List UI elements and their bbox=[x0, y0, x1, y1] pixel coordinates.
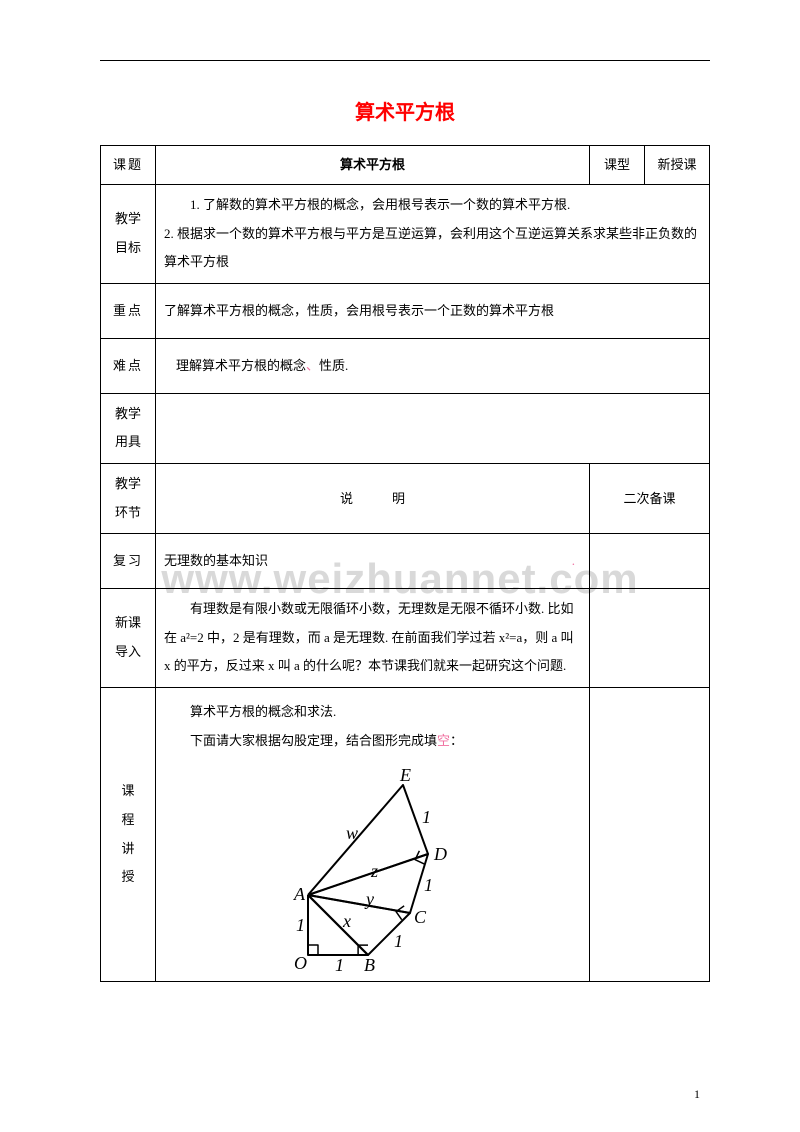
cell-explain-header: 说 明 bbox=[156, 463, 590, 533]
cell-lecture-label: 课 程 讲 授 bbox=[101, 687, 156, 981]
goal-line-2: 2. 根据求一个数的算术平方根与平方是互逆运算，会利用这个互逆运算关系求某些非正… bbox=[164, 220, 701, 277]
label-D: D bbox=[433, 844, 447, 864]
edge-OB-label: 1 bbox=[335, 955, 344, 975]
edge-z-label: z bbox=[370, 861, 378, 881]
table-row: 新课导入 有理数是有限小数或无限循环小数，无理数是无限不循环小数. 比如在 a²… bbox=[101, 589, 710, 688]
lecture-line-1: 算术平方根的概念和求法. bbox=[164, 698, 581, 727]
cell-topic-value: 算术平方根 bbox=[156, 146, 590, 185]
cell-goal-text: 1. 了解数的算术平方根的概念，会用根号表示一个数的算术平方根. 2. 根据求一… bbox=[156, 185, 710, 284]
table-row: 课题 算术平方根 课型 新授课 bbox=[101, 146, 710, 185]
table-row: 教学目标 1. 了解数的算术平方根的概念，会用根号表示一个数的算术平方根. 2.… bbox=[101, 185, 710, 284]
goal-line-1: 1. 了解数的算术平方根的概念，会用根号表示一个数的算术平方根. bbox=[164, 191, 701, 220]
cell-type-value: 新授课 bbox=[645, 146, 710, 185]
table-row: 复习 无理数的基本知识 . bbox=[101, 534, 710, 589]
edge-DE-label: 1 bbox=[422, 807, 431, 827]
cell-tools-label: 教学用具 bbox=[101, 393, 156, 463]
cell-intro-notes bbox=[590, 589, 710, 688]
cell-type-label: 课型 bbox=[590, 146, 645, 185]
table-row: 难点 理解算术平方根的概念、性质. bbox=[101, 338, 710, 393]
document-title: 算术平方根 bbox=[100, 96, 710, 125]
table-row: 教学环节 说 明 二次备课 bbox=[101, 463, 710, 533]
table-row: 教学用具 bbox=[101, 393, 710, 463]
cell-secondprep-header: 二次备课 bbox=[590, 463, 710, 533]
edge-OA-label: 1 bbox=[296, 915, 305, 935]
cell-review-text: 无理数的基本知识 . bbox=[156, 534, 590, 589]
cell-tools-text bbox=[156, 393, 710, 463]
label-E: E bbox=[399, 765, 411, 785]
edge-BC-label: 1 bbox=[394, 931, 403, 951]
cell-phase-label: 教学环节 bbox=[101, 463, 156, 533]
cell-lecture-content: 算术平方根的概念和求法. 下面请大家根据勾股定理，结合图形完成填空： bbox=[156, 687, 590, 981]
label-A: A bbox=[293, 884, 306, 904]
triangle-ADE bbox=[308, 785, 428, 895]
cell-goal-label: 教学目标 bbox=[101, 185, 156, 284]
separator-dot: 、 bbox=[306, 358, 319, 373]
edge-y-label: y bbox=[364, 889, 374, 909]
cell-keypoint-text: 了解算术平方根的概念，性质，会用根号表示一个正数的算术平方根 bbox=[156, 283, 710, 338]
cell-review-notes bbox=[590, 534, 710, 589]
cell-lecture-notes bbox=[590, 687, 710, 981]
page-number: 1 bbox=[694, 1087, 700, 1102]
cell-keypoint-label: 重点 bbox=[101, 283, 156, 338]
cell-review-label: 复习 bbox=[101, 534, 156, 589]
label-B: B bbox=[364, 955, 375, 975]
label-C: C bbox=[414, 907, 427, 927]
table-row: 重点 了解算术平方根的概念，性质，会用根号表示一个正数的算术平方根 bbox=[101, 283, 710, 338]
edge-w-label: w bbox=[346, 823, 358, 843]
lesson-plan-table: 课题 算术平方根 课型 新授课 教学目标 1. 了解数的算术平方根的概念，会用根… bbox=[100, 145, 710, 982]
right-angle-O bbox=[308, 945, 318, 955]
decorative-dot: . bbox=[572, 548, 575, 574]
cell-difficulty-text: 理解算术平方根的概念、性质. bbox=[156, 338, 710, 393]
cell-difficulty-label: 难点 bbox=[101, 338, 156, 393]
edge-x-label: x bbox=[342, 911, 351, 931]
top-rule bbox=[100, 60, 710, 61]
table-row: 课 程 讲 授 算术平方根的概念和求法. 下面请大家根据勾股定理，结合图形完成填… bbox=[101, 687, 710, 981]
highlighted-char: 空 bbox=[437, 733, 450, 748]
edge-CD-label: 1 bbox=[424, 875, 433, 895]
cell-topic-label: 课题 bbox=[101, 146, 156, 185]
cell-intro-label: 新课导入 bbox=[101, 589, 156, 688]
cell-intro-text: 有理数是有限小数或无限循环小数，无理数是无限不循环小数. 比如在 a²=2 中，… bbox=[156, 589, 590, 688]
lecture-line-2: 下面请大家根据勾股定理，结合图形完成填空： bbox=[164, 727, 581, 756]
pythagoras-spiral-diagram: A O B C D E 1 1 1 1 1 x y bbox=[258, 765, 488, 975]
label-O: O bbox=[294, 953, 307, 973]
